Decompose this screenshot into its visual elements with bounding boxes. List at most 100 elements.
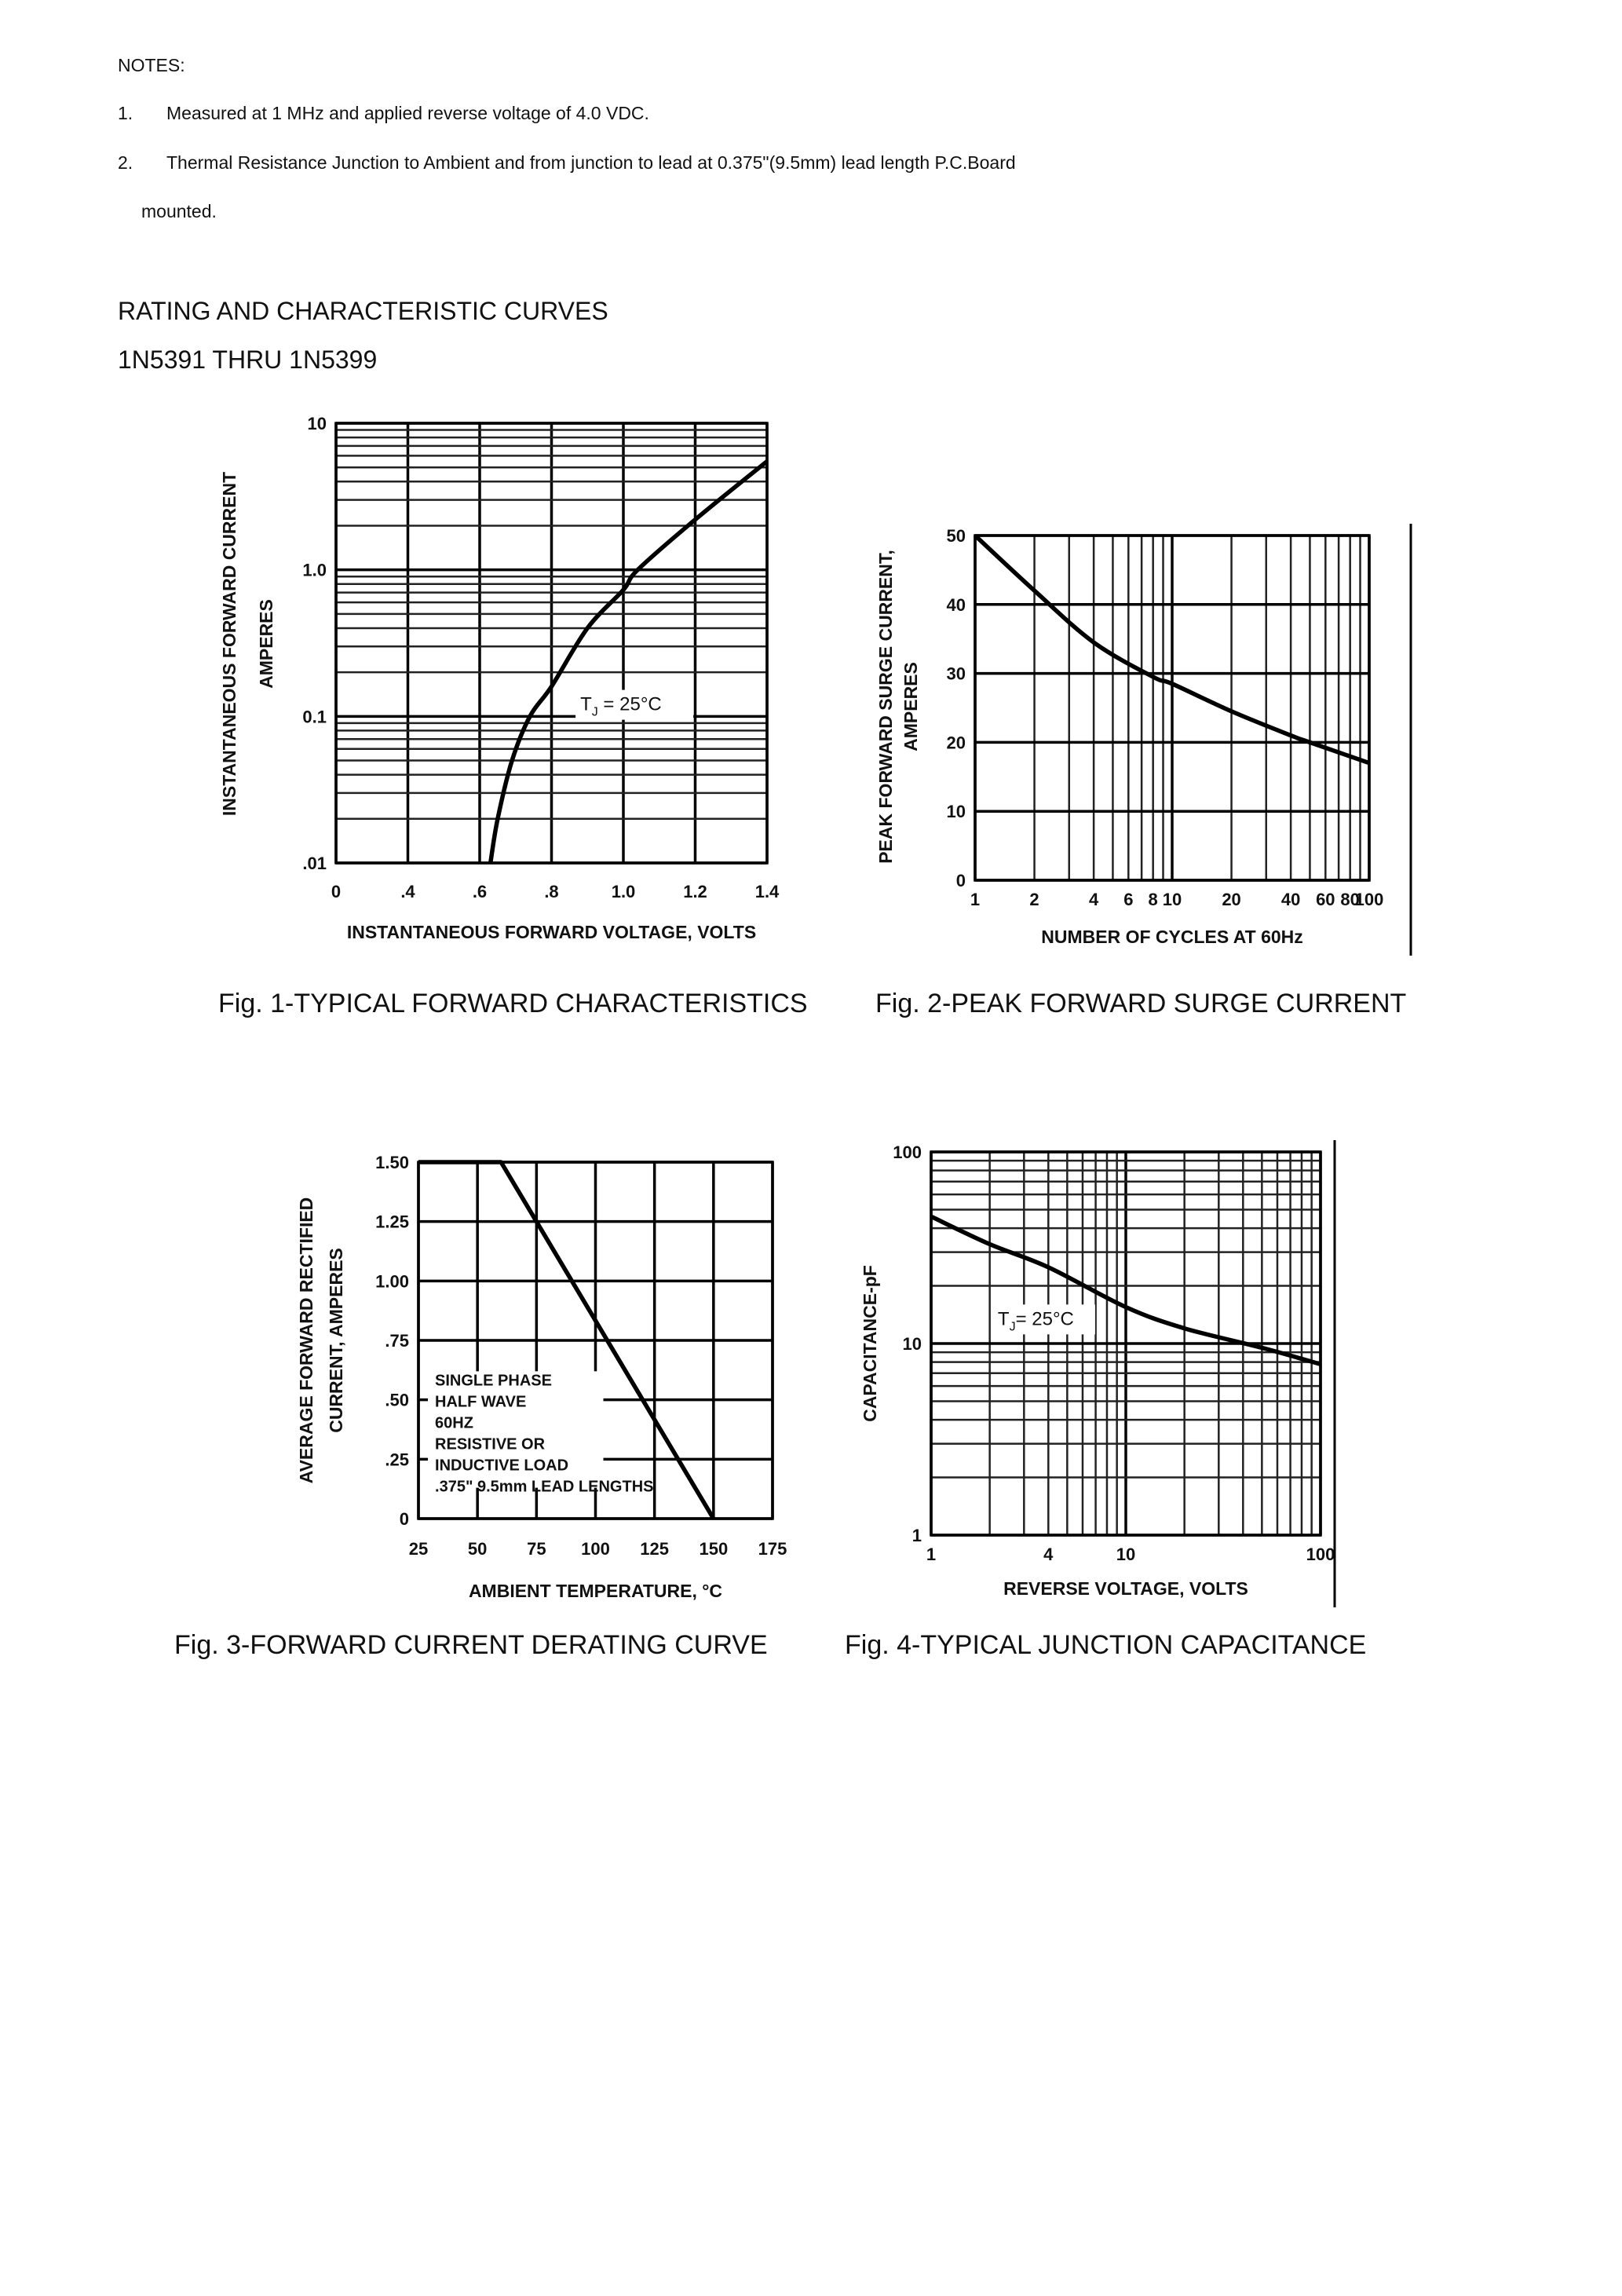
x-tick-label: 10 (1163, 890, 1182, 909)
section-subtitle: 1N5391 THRU 1N5399 (118, 345, 378, 374)
annotation-line: HALF WAVE (435, 1394, 526, 1411)
x-tick-label: 10 (1116, 1545, 1135, 1564)
x-tick-label: 175 (758, 1539, 787, 1559)
x-tick-label: 6 (1123, 890, 1133, 909)
section-title: RATING AND CHARACTERISTIC CURVES (118, 297, 608, 325)
y-tick-label: 1.25 (375, 1212, 409, 1232)
plot-frame (930, 1150, 1322, 1537)
y-tick-label: 1.0 (302, 561, 327, 580)
note-2-text: Thermal Resistance Junction to Ambient a… (166, 152, 1016, 173)
plot-frame (974, 534, 1371, 882)
annotation-line: RESISTIVE OR (435, 1436, 546, 1453)
y-tick-label: 50 (947, 526, 966, 546)
annotation-subscript: J (592, 706, 598, 719)
annotation-line: .375" 9.5mm LEAD LENGTHS (435, 1479, 653, 1496)
annotation-subscript: J (1010, 1320, 1016, 1333)
y-axis-title-line-1: INSTANTANEOUS FORWARD CURRENT (219, 472, 239, 816)
junction-temperature-label: TJ = 25°C (580, 694, 662, 719)
x-tick-label: .8 (544, 882, 558, 901)
x-tick-label: 4 (1043, 1545, 1054, 1564)
notes-heading: NOTES: (118, 55, 185, 75)
x-tick-label: 100 (581, 1539, 610, 1559)
plot-frame (417, 1161, 774, 1520)
x-tick-label: 8 (1149, 890, 1158, 909)
x-tick-label: 1.4 (755, 882, 780, 901)
x-tick-label: 125 (640, 1539, 669, 1559)
x-tick-label: 50 (468, 1539, 487, 1559)
y-tick-label: 0.1 (302, 707, 327, 726)
note-1-number: 1. (118, 103, 133, 123)
y-axis-title-line-2: AMPERES (256, 599, 276, 689)
x-tick-label: .4 (400, 882, 415, 901)
x-tick-label: 100 (1306, 1545, 1335, 1564)
series-line-1 (488, 459, 769, 864)
x-axis-title: REVERSE VOLTAGE, VOLTS (1003, 1578, 1248, 1599)
x-tick-label: 25 (409, 1539, 428, 1559)
x-axis-title: INSTANTANEOUS FORWARD VOLTAGE, VOLTS (347, 922, 756, 942)
series-line-1 (418, 1160, 716, 1520)
x-tick-label: 75 (527, 1539, 546, 1559)
y-tick-label: .50 (385, 1391, 409, 1410)
plot-frame (334, 422, 769, 865)
x-tick-label: 100 (1355, 890, 1384, 909)
annotation-line: SINGLE PHASE (435, 1373, 552, 1390)
x-tick-label: 1 (926, 1545, 936, 1564)
series-line-1 (930, 1214, 1321, 1366)
annotation-background (428, 1371, 604, 1488)
fig3-caption: Fig. 3-FORWARD CURRENT DERATING CURVE (174, 1630, 768, 1660)
y-tick-label: 10 (308, 414, 327, 433)
y-tick-label: 10 (903, 1334, 922, 1354)
x-tick-label: 1 (970, 890, 980, 909)
annotation-background (575, 689, 694, 720)
y-axis-title-line-2: AMPERES (901, 662, 921, 751)
y-tick-label: 1.00 (375, 1271, 409, 1291)
y-tick-label: .25 (385, 1450, 409, 1469)
y-tick-label: .01 (302, 854, 327, 873)
annotation-line: INDUCTIVE LOAD (435, 1457, 568, 1475)
x-tick-label: 1.2 (683, 882, 707, 901)
y-tick-label: 1 (912, 1526, 922, 1545)
x-tick-label: 4 (1089, 890, 1099, 909)
y-tick-label: 0 (400, 1509, 409, 1529)
x-axis-title: NUMBER OF CYCLES AT 60Hz (1041, 927, 1303, 947)
x-tick-label: 2 (1029, 890, 1039, 909)
x-axis-title: AMBIENT TEMPERATURE, °C (469, 1581, 722, 1601)
y-axis-title-line-1: AVERAGE FORWARD RECTIFIED (296, 1197, 316, 1484)
y-tick-label: 40 (947, 595, 966, 615)
annotation-symbol: T (580, 694, 592, 715)
y-tick-label: .75 (385, 1331, 409, 1351)
annotation-line: 60HZ (435, 1415, 473, 1432)
x-tick-label: 150 (699, 1539, 728, 1559)
chart-1: TJ = 25°C 0 .4 .6 .8 1.0 1.2 1.4 .01 0.1 1.0 10 INST… (219, 414, 780, 942)
y-axis-title-line-1: CAPACITANCE-pF (860, 1265, 880, 1422)
fig2-caption: Fig. 2-PEAK FORWARD SURGE CURRENT (875, 989, 1407, 1018)
chart-3: SINGLE PHASE HALF WAVE 60HZ RESISTIVE OR IND… (296, 1153, 787, 1601)
y-tick-label: 1.50 (375, 1153, 409, 1172)
y-tick-label: 30 (947, 664, 966, 684)
x-tick-label: 0 (331, 882, 341, 901)
y-axis-title-line-1: PEAK FORWARD SURGE CURRENT, (875, 550, 896, 864)
annotation-value: = 25°C (1016, 1308, 1074, 1329)
chart-4: TJ= 25°C 1 4 10 100 1 10 100 REVERSE VOLTAGE, VO… (860, 1140, 1336, 1607)
annotation-symbol: T (998, 1308, 1010, 1329)
note-2-number: 2. (118, 152, 133, 173)
x-tick-label: .6 (473, 882, 487, 901)
series-line-1 (974, 533, 1370, 766)
note-1-text: Measured at 1 MHz and applied reverse vo… (166, 103, 649, 123)
junction-temperature-label: TJ= 25°C (998, 1308, 1074, 1333)
x-tick-label: 60 (1316, 890, 1335, 909)
x-tick-label: 80 (1340, 890, 1359, 909)
y-tick-label: 20 (947, 733, 966, 752)
y-tick-label: 0 (956, 871, 966, 890)
fig4-caption: Fig. 4-TYPICAL JUNCTION CAPACITANCE (845, 1630, 1367, 1660)
fig1-caption: Fig. 1-TYPICAL FORWARD CHARACTERISTICS (218, 989, 808, 1018)
y-tick-label: 10 (947, 802, 966, 821)
x-tick-label: 40 (1281, 890, 1300, 909)
x-tick-label: 1.0 (612, 882, 636, 901)
annotation-value: = 25°C (598, 694, 662, 715)
note-2-continuation: mounted. (141, 201, 217, 221)
annotation-background (992, 1304, 1095, 1335)
y-tick-label: 100 (893, 1143, 922, 1162)
